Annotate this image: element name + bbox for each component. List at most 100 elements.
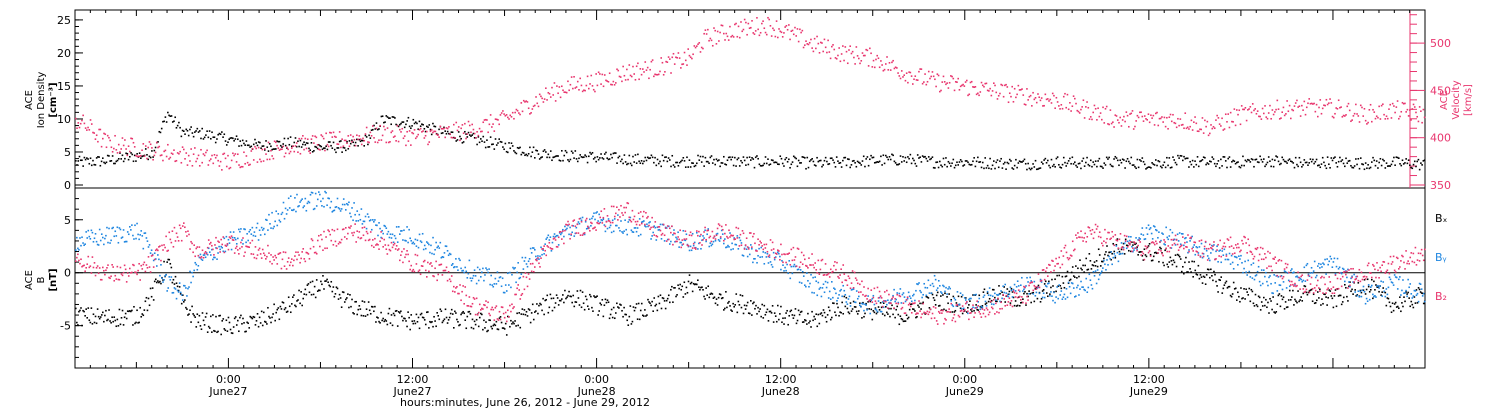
bottom-series-0-point: [687, 292, 689, 294]
top-series-1-point: [813, 51, 815, 53]
bottom-series-1-point: [1236, 257, 1238, 259]
bottom-series-1-point: [1310, 272, 1312, 274]
bottom-series-0-point: [633, 306, 635, 308]
top-series-1-point: [335, 136, 337, 138]
bottom-series-1-point: [1017, 280, 1019, 282]
top-series-1-point: [1149, 122, 1151, 124]
bottom-series-1-point: [819, 288, 821, 290]
bottom-series-0-point: [578, 297, 580, 299]
top-series-0-point: [329, 141, 331, 143]
top-series-1-point: [808, 44, 810, 46]
top-series-0-point: [804, 157, 806, 159]
bottom-series-1-point: [367, 213, 369, 215]
top-series-1-point: [1005, 84, 1007, 86]
bottom-series-0-point: [133, 306, 135, 308]
bottom-series-0-point: [80, 307, 82, 309]
top-series-0-point: [1302, 164, 1304, 166]
top-series-0-point: [1119, 159, 1121, 161]
bottom-series-0-point: [1224, 284, 1226, 286]
top-series-1-point: [899, 75, 901, 77]
top-series-1-point: [382, 135, 384, 137]
bottom-series-1-point: [185, 287, 187, 289]
bottom-series-0-point: [1244, 298, 1246, 300]
bottom-series-0-point: [764, 305, 766, 307]
bottom-series-1-point: [353, 202, 355, 204]
bottom-series-0-point: [465, 327, 467, 329]
bottom-series-1-point: [677, 231, 679, 233]
top-series-0-point: [173, 120, 175, 122]
top-series-1-point: [1378, 106, 1380, 108]
bottom-series-0-point: [362, 300, 364, 302]
top-series-1-point: [134, 146, 136, 148]
bottom-series-1-point: [1259, 281, 1261, 283]
top-series-1-point: [536, 103, 538, 105]
top-series-0-point: [1068, 160, 1070, 162]
bottom-series-0-point: [509, 326, 511, 328]
bottom-series-0-point: [481, 314, 483, 316]
bottom-series-0-point: [810, 326, 812, 328]
top-series-0-point: [400, 123, 402, 125]
top-series-1-point: [562, 89, 564, 91]
bottom-series-1-point: [345, 209, 347, 211]
bottom-series-1-point: [1188, 249, 1190, 251]
top-series-0-point: [357, 145, 359, 147]
top-series-0-point: [1409, 164, 1411, 166]
bottom-series-1-point: [1216, 245, 1218, 247]
bottom-series-0-point: [300, 291, 302, 293]
top-series-0-point: [140, 157, 142, 159]
bottom-series-1-point: [1112, 257, 1114, 259]
bottom-series-1-point: [923, 283, 925, 285]
bottom-series-1-point: [627, 221, 629, 223]
bottom-series-0-point: [738, 301, 740, 303]
top-series-0-point: [1086, 157, 1088, 159]
top-series-1-point: [365, 133, 367, 135]
bottom-series-0-point: [1011, 288, 1013, 290]
bottom-series-1-point: [365, 216, 367, 218]
bottom-series-1-point: [1300, 279, 1302, 281]
top-series-0-point: [341, 151, 343, 153]
bottom-series-1-point: [460, 268, 462, 270]
top-series-1-point: [257, 161, 259, 163]
bottom-series-0-point: [827, 314, 829, 316]
bottom-series-1-point: [517, 262, 519, 264]
top-series-1-point: [1250, 106, 1252, 108]
top-series-1-point: [571, 76, 573, 78]
bottom-series-0-point: [90, 322, 92, 324]
bottom-series-1-point: [551, 250, 553, 252]
top-series-0-point: [928, 156, 930, 158]
bottom-series-0-point: [917, 305, 919, 307]
bottom-series-0-point: [1094, 261, 1096, 263]
top-series-1-point: [617, 70, 619, 72]
top-series-0-point: [241, 145, 243, 147]
bottom-series-0-point: [1278, 295, 1280, 297]
bottom-series-1-point: [554, 233, 556, 235]
top-series-0-point: [911, 163, 913, 165]
top-series-0-point: [1003, 163, 1005, 165]
bottom-series-1-point: [457, 269, 459, 271]
top-series-1-point: [400, 131, 402, 133]
bottom-series-0-point: [1248, 288, 1250, 290]
top-series-1-point: [1313, 103, 1315, 105]
top-series-0-point: [1376, 160, 1378, 162]
top-series-1-point: [1337, 108, 1339, 110]
bottom-series-1-point: [371, 229, 373, 231]
bottom-series-0-point: [525, 314, 527, 316]
top-series-0-point: [1256, 159, 1258, 161]
bottom-series-0-point: [1190, 271, 1192, 273]
bottom-series-0-point: [861, 317, 863, 319]
bottom-series-0-point: [794, 315, 796, 317]
bottom-series-1-point: [802, 271, 804, 273]
top-series-0-point: [567, 159, 569, 161]
top-series-1-point: [1289, 105, 1291, 107]
top-series-0-point: [1250, 161, 1252, 163]
bottom-series-0-point: [1386, 305, 1388, 307]
top-series-1-point: [289, 153, 291, 155]
bottom-series-0-point: [1289, 290, 1291, 292]
bottom-series-0-point: [833, 302, 835, 304]
bottom-series-0-point: [846, 297, 848, 299]
bottom-series-0-point: [159, 281, 161, 283]
top-series-1-point: [829, 51, 831, 53]
bottom-series-0-point: [1176, 266, 1178, 268]
bottom-series-1-point: [384, 226, 386, 228]
bottom-series-1-point: [326, 204, 328, 206]
